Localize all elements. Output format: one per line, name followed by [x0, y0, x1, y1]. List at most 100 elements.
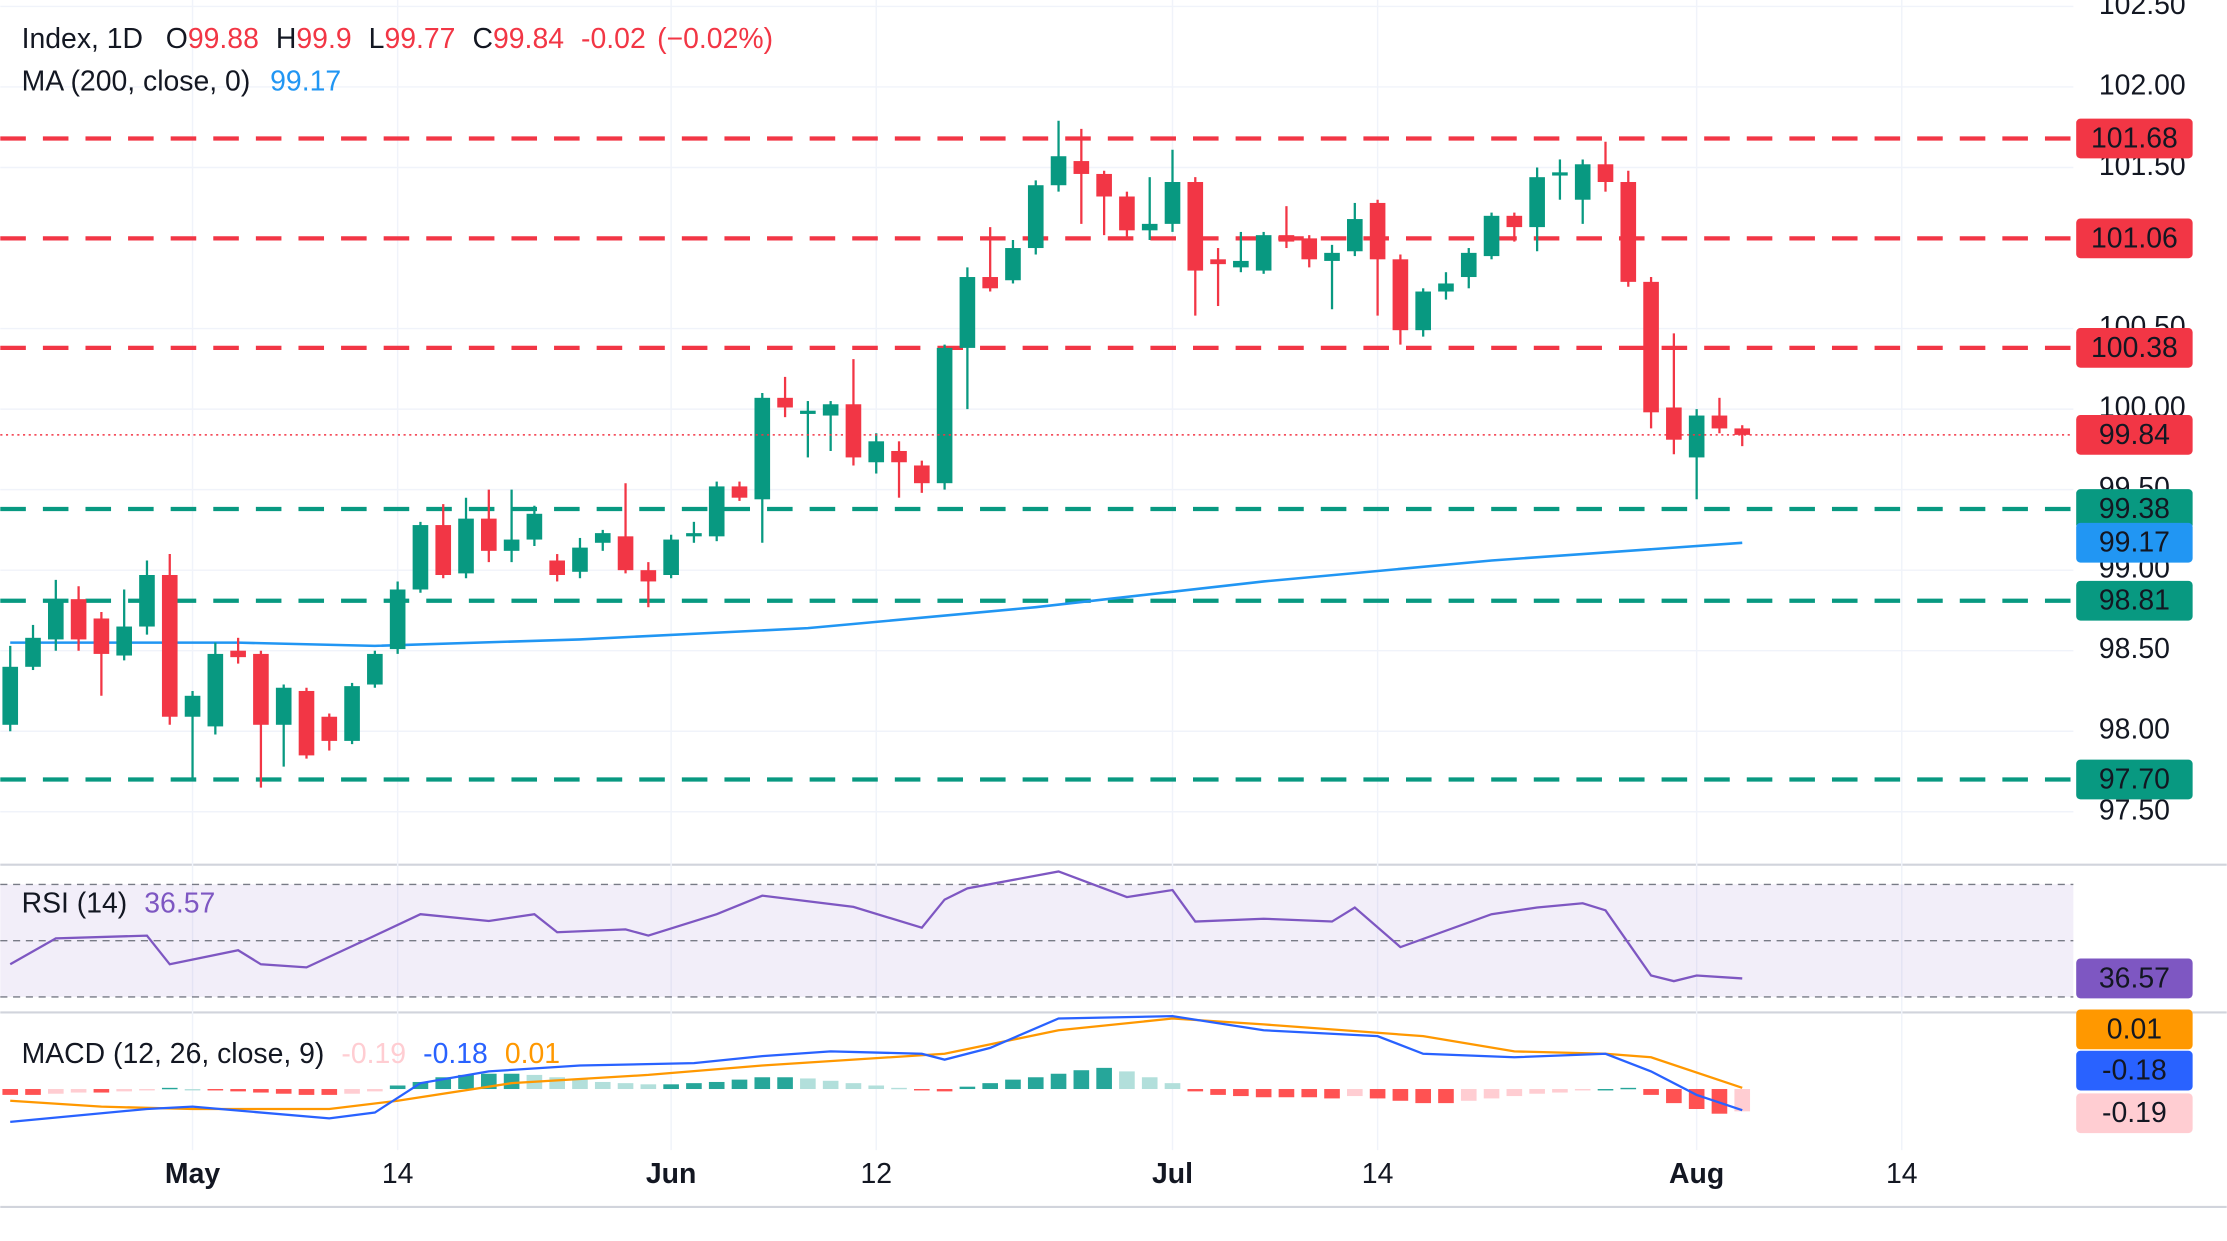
axis-label: 97.70 — [2099, 763, 2170, 795]
candle-body — [1255, 235, 1272, 271]
macd-histogram-bar — [1233, 1089, 1249, 1097]
axis-label-box — [2076, 1093, 2193, 1134]
candle-body — [207, 653, 224, 727]
candle-body — [663, 539, 679, 575]
macd-histogram-bar — [891, 1087, 907, 1090]
candle-body — [822, 404, 839, 416]
ohlc-label: L — [369, 22, 385, 54]
macd-histogram-bar — [1119, 1071, 1135, 1090]
ma-value: 99.17 — [270, 65, 341, 97]
x-tick-label: Jun — [646, 1158, 696, 1190]
macd-histogram-bar — [1438, 1089, 1454, 1104]
candle-body — [1597, 164, 1614, 183]
macd-histogram-bar — [959, 1086, 976, 1090]
ohlc-value: 99.84 — [493, 22, 564, 54]
macd-histogram-bar — [845, 1083, 862, 1090]
candle-body — [526, 513, 543, 540]
macd-histogram-bar — [572, 1079, 588, 1090]
macd-histogram-bar — [549, 1077, 565, 1090]
ma-legend: MA (200, close, 0) 99.17 — [22, 65, 342, 97]
macd-histogram-bar — [800, 1078, 816, 1090]
macd-legend: MACD (12, 26, close, 9) -0.19 -0.18 0.01 — [22, 1037, 561, 1069]
macd-histogram-bar — [48, 1089, 64, 1094]
macd-histogram-bar — [458, 1074, 474, 1090]
macd-histogram-bar — [25, 1089, 41, 1095]
y-tick-label: 102.50 — [2099, 0, 2186, 21]
candle-body — [1210, 259, 1226, 265]
candle-body — [731, 486, 748, 498]
candle-body — [1005, 248, 1021, 281]
candle-body — [321, 716, 338, 741]
macd-histogram-bar — [1483, 1089, 1500, 1099]
macd-histogram-bar — [1506, 1089, 1523, 1097]
candle-body — [435, 525, 452, 575]
macd-histogram-bar — [1096, 1067, 1112, 1090]
axis-label: 98.81 — [2099, 585, 2170, 617]
macd-histogram-bar — [1027, 1077, 1044, 1090]
signal-value: 0.01 — [505, 1037, 560, 1069]
macd-histogram-bar — [1005, 1079, 1021, 1090]
candle-body — [640, 570, 657, 582]
axis-label: 99.84 — [2099, 419, 2170, 451]
candle-body — [891, 450, 907, 463]
candle-body — [1324, 252, 1340, 261]
macd-histogram-bar — [2, 1089, 19, 1095]
candle-body — [1460, 252, 1477, 278]
macd-histogram-bar — [822, 1080, 839, 1090]
axis-label: 101.06 — [2091, 222, 2178, 254]
labels: May 14 Jun 12 Jul 14 Aug 14 101.68 101.06 100.38 99… — [22, 22, 2193, 1190]
candle-body — [70, 599, 87, 640]
candle-body — [1506, 215, 1523, 228]
candle-body — [1301, 238, 1318, 260]
candle-body — [1096, 173, 1112, 197]
candle-body — [1392, 259, 1409, 331]
macd-histogram-bar — [1324, 1089, 1340, 1099]
candle-body — [549, 560, 565, 575]
candle-body — [617, 536, 634, 571]
macd-value: -0.18 — [423, 1037, 488, 1069]
macd-histogram-bar — [161, 1087, 178, 1090]
axis-label-box — [2076, 580, 2193, 621]
macd-histogram-bar — [754, 1077, 771, 1090]
macd-histogram-bar — [1734, 1089, 1751, 1112]
symbol: Index, 1D — [22, 22, 143, 54]
ohlc-label: H — [276, 22, 297, 54]
macd-histogram-bar — [1255, 1089, 1272, 1098]
axis-label: 99.38 — [2099, 493, 2170, 525]
axis-label-box — [2076, 1009, 2193, 1050]
axis-label-box — [2076, 328, 2193, 368]
rsi-line — [9, 870, 1743, 983]
axis-label-box — [2076, 958, 2193, 999]
candle-body — [458, 518, 474, 574]
header: Index, 1D O99.88 H99.9 L99.77 C99.84 -0.02 (−0… — [22, 22, 773, 54]
macd-histogram-bar — [1552, 1089, 1568, 1093]
candle-body — [298, 690, 315, 756]
macd-histogram-bar — [708, 1081, 725, 1090]
macd-histogram-bar — [93, 1089, 110, 1093]
candle-body — [959, 277, 976, 348]
macd-histogram-bar — [1666, 1089, 1682, 1104]
macd-histogram-bar — [412, 1081, 429, 1090]
signal-line — [10, 1017, 1743, 1111]
candle-body — [1027, 185, 1044, 249]
y-tick-label: 97.50 — [2099, 794, 2170, 826]
axis-label-box — [2076, 489, 2193, 529]
marks — [0, 120, 2074, 1124]
change-pct: (−0.02%) — [657, 22, 773, 54]
candle-body — [1620, 182, 1637, 282]
candle-body — [1073, 161, 1090, 174]
axis-label: 99.17 — [2099, 527, 2170, 559]
macd-histogram-bar — [1460, 1089, 1477, 1101]
macd-histogram-bar — [1301, 1089, 1318, 1098]
change: -0.02 — [581, 22, 646, 54]
macd-histogram-bar — [253, 1089, 269, 1093]
macd-histogram-bar — [1643, 1089, 1659, 1095]
macd-histogram-bar — [663, 1084, 679, 1090]
y-tick-label: 98.50 — [2099, 633, 2170, 665]
candle-body — [1347, 219, 1363, 252]
candle-body — [481, 518, 497, 551]
axis-label: 101.68 — [2091, 122, 2178, 154]
candle-body — [1483, 215, 1500, 257]
candle-body — [1574, 164, 1591, 200]
macd-histogram-bar — [936, 1089, 953, 1092]
